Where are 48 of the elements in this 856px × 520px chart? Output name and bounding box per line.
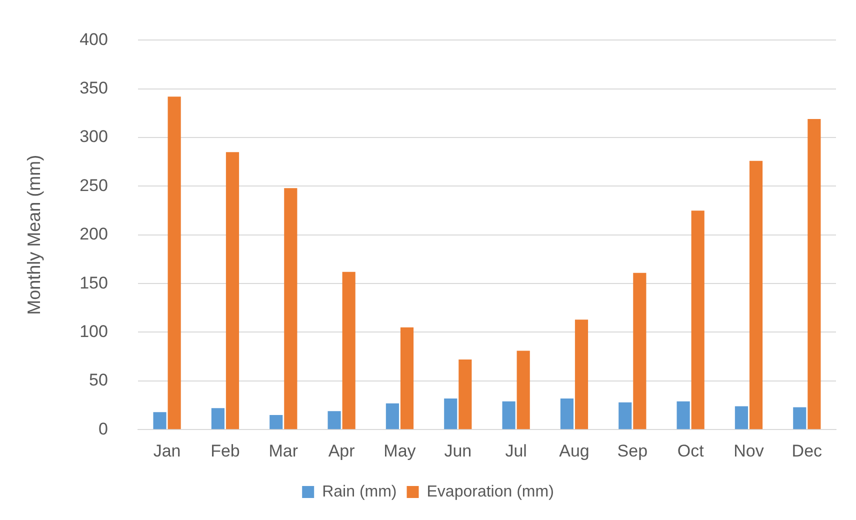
x-tick-label: Aug — [559, 441, 590, 460]
bar — [400, 327, 414, 430]
y-tick-label: 300 — [80, 127, 108, 146]
bar — [226, 152, 240, 430]
x-tick-label: Apr — [328, 441, 356, 460]
bar — [270, 415, 283, 430]
bar — [502, 401, 516, 430]
bar — [691, 210, 704, 430]
bar — [560, 398, 574, 430]
y-tick-label: 200 — [80, 224, 108, 244]
bar — [211, 408, 224, 430]
bar — [574, 320, 588, 430]
bar — [808, 119, 821, 430]
legend-label: Evaporation (mm) — [426, 483, 554, 500]
x-tick-label: Nov — [734, 441, 764, 460]
bar — [444, 398, 458, 430]
bar — [153, 412, 166, 430]
bar — [749, 160, 763, 430]
y-tick-label: 150 — [80, 273, 108, 292]
x-tick-label: Dec — [792, 441, 823, 460]
y-tick-label: 350 — [80, 78, 108, 98]
bar — [342, 272, 356, 430]
y-tick-label: 50 — [89, 370, 108, 390]
y-tick-label: 0 — [98, 419, 108, 438]
legend-label: Rain (mm) — [322, 483, 397, 500]
bar — [284, 188, 298, 430]
x-tick-label: Jan — [153, 441, 181, 460]
y-tick-label: 100 — [80, 322, 108, 341]
bar — [386, 403, 399, 430]
x-tick-label: May — [384, 441, 416, 460]
bar — [328, 411, 341, 430]
bar — [458, 360, 472, 430]
bar — [618, 402, 632, 430]
x-tick-label: Oct — [677, 441, 704, 460]
bar — [676, 401, 690, 430]
x-tick-label: Jul — [505, 441, 527, 460]
bar — [516, 350, 530, 430]
y-tick-label: 250 — [80, 176, 108, 195]
x-tick-label: Mar — [268, 441, 298, 460]
bar — [734, 406, 748, 430]
x-tick-label: Jun — [444, 441, 472, 460]
bar — [168, 96, 181, 430]
bar — [633, 272, 646, 430]
y-axis-title: Monthly Mean (mm) — [24, 154, 44, 315]
y-tick-label: 400 — [80, 30, 108, 49]
bar — [793, 407, 806, 430]
x-tick-label: Feb — [210, 441, 240, 460]
x-tick-label: Sep — [617, 441, 648, 460]
